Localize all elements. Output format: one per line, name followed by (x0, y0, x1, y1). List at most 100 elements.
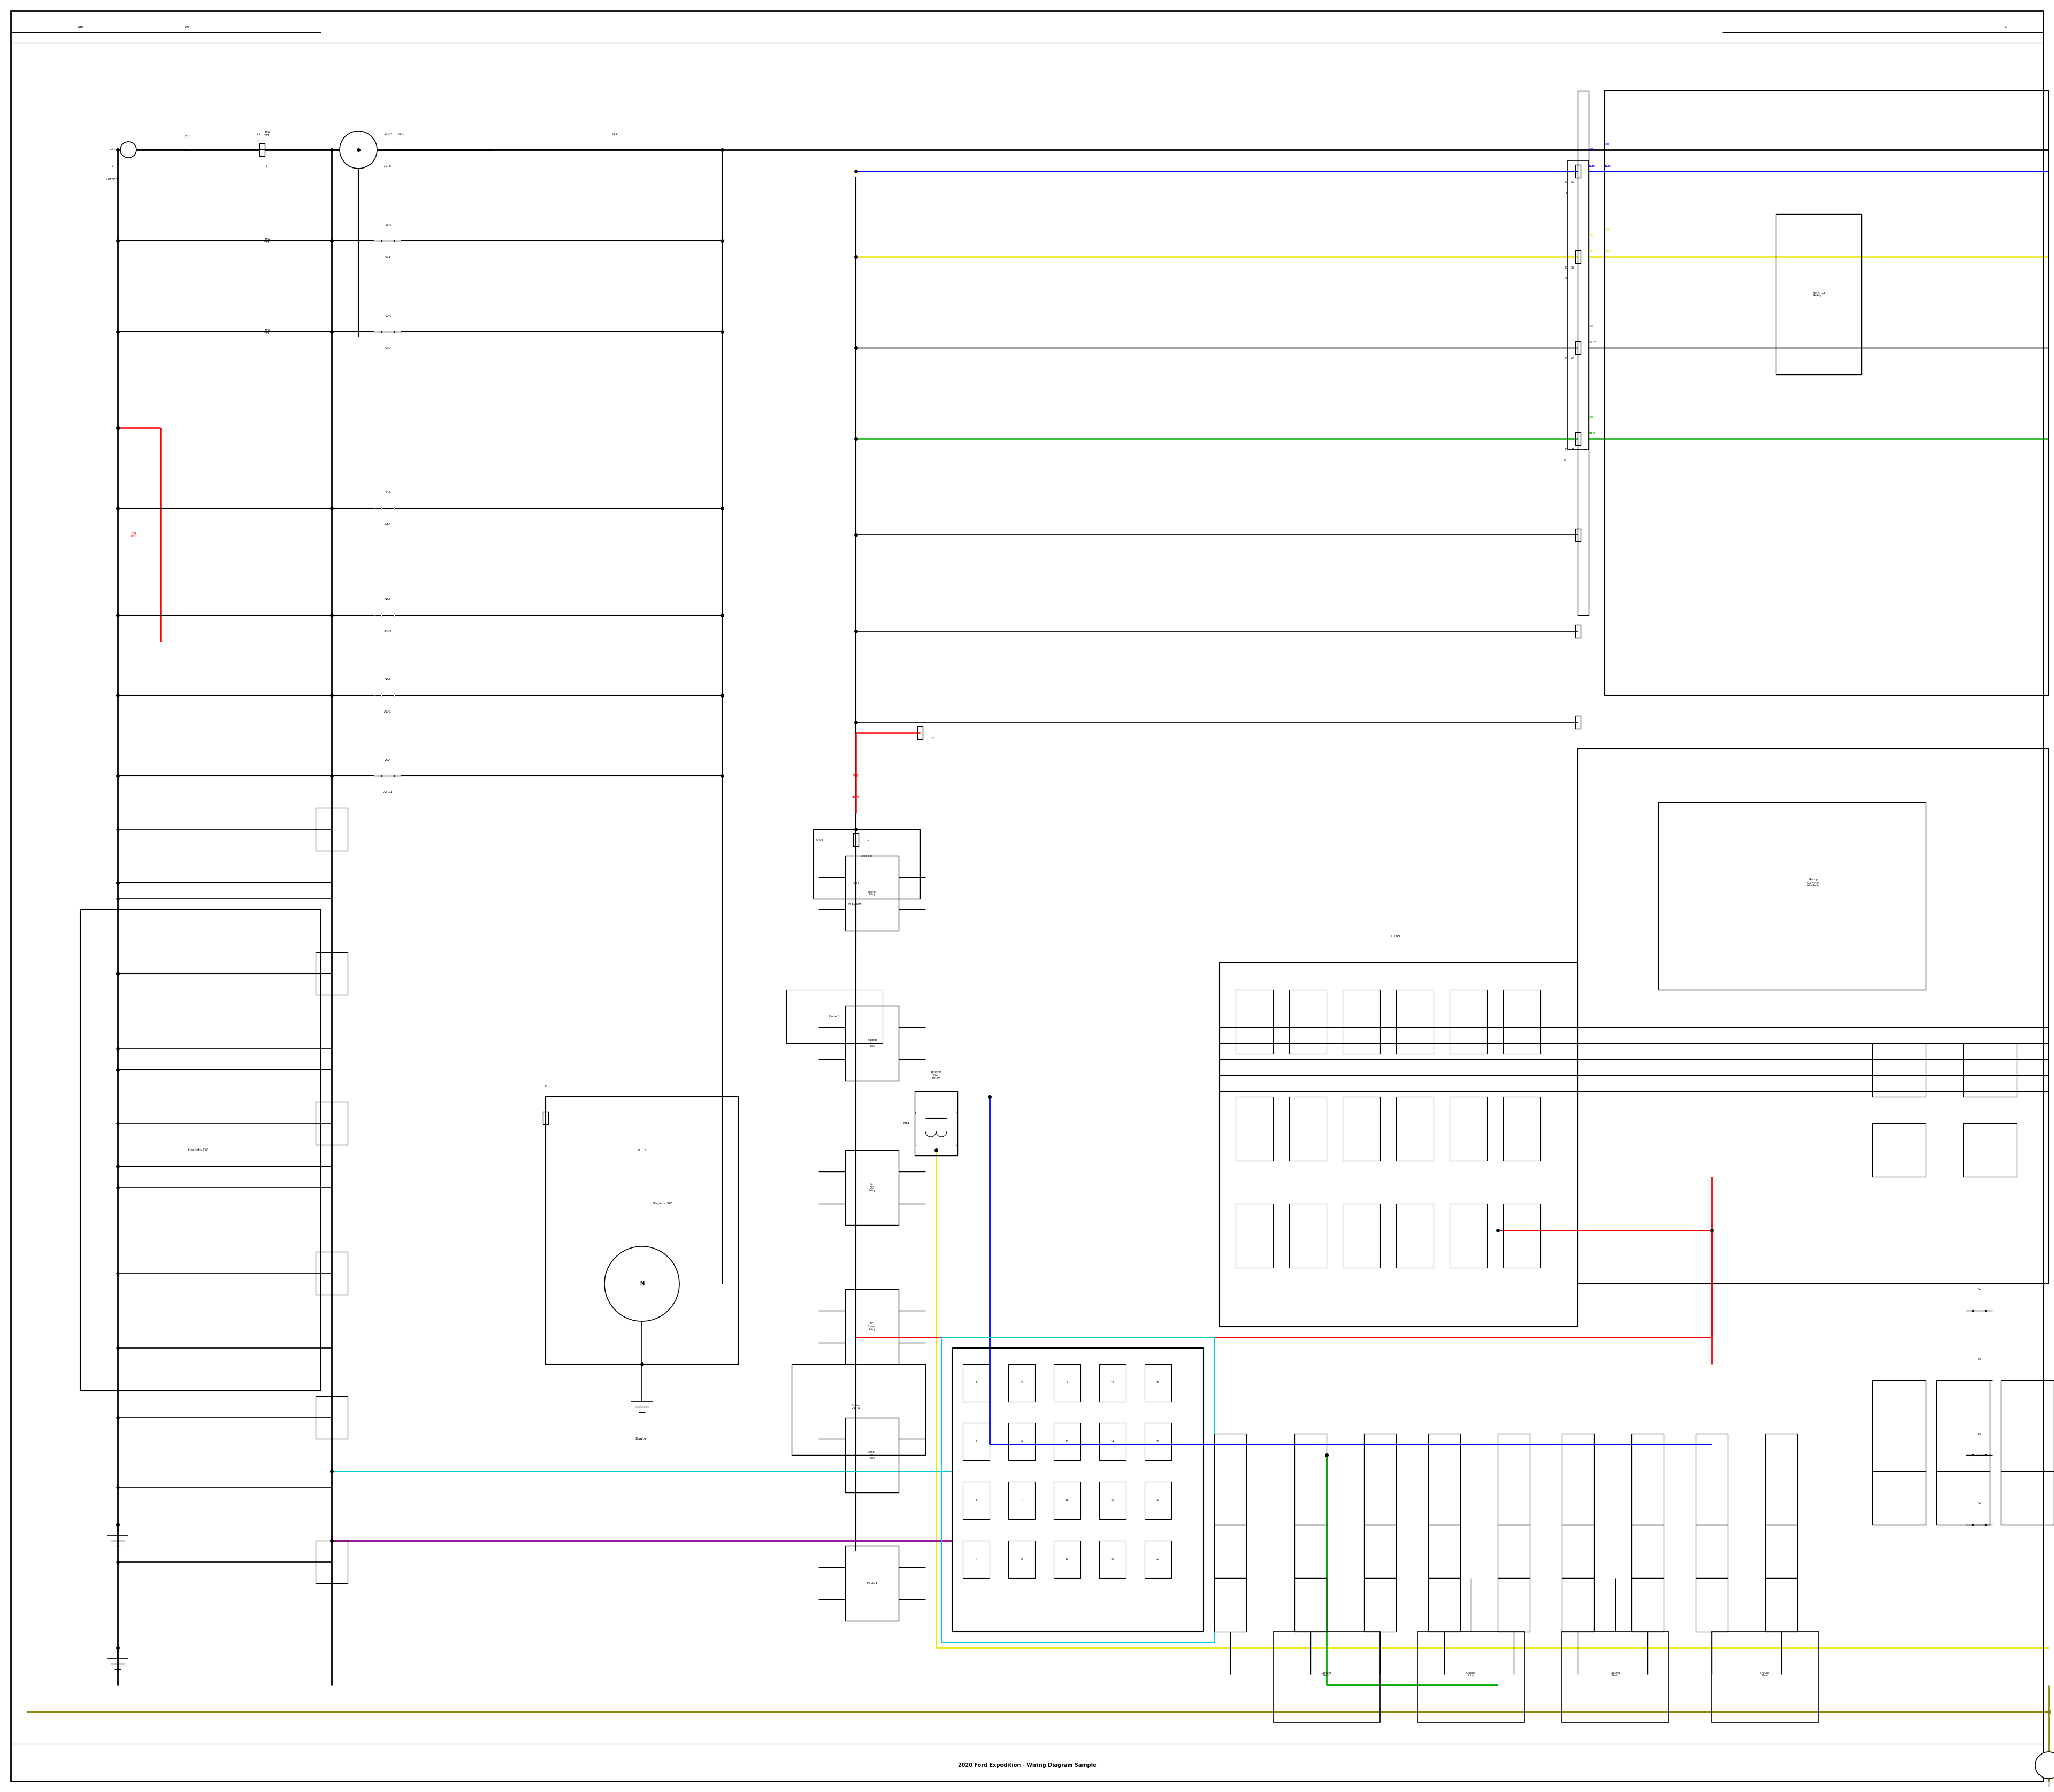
Bar (1575, 715, 1582, 729)
Bar (963, 1364, 990, 1401)
Circle shape (604, 1247, 680, 1321)
Bar (1697, 1434, 1727, 1525)
Text: Starter: Starter (635, 1437, 649, 1441)
Text: [EJ]: [EJ] (1588, 235, 1594, 237)
Bar (1937, 1471, 1990, 1525)
Bar (787, 989, 883, 1043)
Text: 1E6
WHT: 1E6 WHT (265, 328, 271, 335)
Bar (1964, 1043, 2017, 1097)
Text: 68: 68 (1571, 357, 1575, 360)
Text: 12: 12 (1066, 1557, 1068, 1561)
Bar (844, 1417, 900, 1493)
Bar (2001, 1380, 2054, 1471)
Bar (1417, 1631, 1524, 1722)
Text: BLK/WHT: BLK/WHT (848, 903, 863, 905)
Bar (1504, 989, 1540, 1054)
Text: 2020 Ford Expedition - Wiring Diagram Sample: 2020 Ford Expedition - Wiring Diagram Sa… (957, 1763, 1097, 1769)
Bar (1631, 1525, 1664, 1579)
Bar (1009, 1364, 1035, 1401)
Text: 10A: 10A (384, 314, 390, 317)
Text: 42: 42 (1563, 459, 1567, 461)
Bar (1397, 1204, 1434, 1267)
Bar (1099, 1364, 1126, 1401)
Text: 11: 11 (1066, 1500, 1068, 1502)
Bar (1764, 1525, 1797, 1579)
Text: 1: 1 (111, 165, 113, 167)
Text: Ground
Point: Ground Point (1321, 1672, 1331, 1677)
Text: A2-1: A2-1 (384, 710, 392, 713)
Text: [EI]
RED: [EI] RED (131, 532, 138, 538)
Bar (1575, 432, 1582, 444)
Bar (941, 1337, 1214, 1641)
Bar (1214, 1579, 1247, 1631)
Bar (1009, 1423, 1035, 1460)
Bar (1658, 803, 1927, 989)
Bar (1577, 749, 2048, 1283)
Text: T1: T1 (257, 133, 261, 134)
Bar (316, 808, 347, 851)
Bar (1504, 1204, 1540, 1267)
Text: Ground
Point: Ground Point (1610, 1672, 1621, 1677)
Circle shape (339, 131, 378, 168)
Text: 15: 15 (930, 737, 935, 740)
Text: 16: 16 (1111, 1557, 1113, 1561)
Text: 19: 19 (1156, 1500, 1161, 1502)
Bar (546, 1097, 737, 1364)
Text: A2-3: A2-3 (384, 629, 392, 633)
Text: C10x: C10x (1391, 934, 1401, 937)
Bar (1343, 1097, 1380, 1161)
Text: Ground
Point: Ground Point (1467, 1672, 1477, 1677)
Bar (316, 1396, 347, 1439)
Bar (1237, 1204, 1273, 1267)
Text: HVAC-11
Relay 1: HVAC-11 Relay 1 (1812, 292, 1826, 297)
Bar (1294, 1434, 1327, 1525)
Text: (+): (+) (109, 149, 115, 151)
Text: GRN: GRN (1588, 432, 1596, 435)
Text: WHT: WHT (183, 149, 191, 151)
Bar (1871, 1043, 1927, 1097)
Bar (1144, 1423, 1171, 1460)
Text: 1E6
WHT: 1E6 WHT (265, 131, 271, 136)
Bar (1711, 1631, 1818, 1722)
Bar (1428, 1525, 1460, 1579)
Text: Starter
Relay: Starter Relay (867, 891, 877, 896)
Bar (1764, 1434, 1797, 1525)
Text: 5A: 5A (1978, 1432, 1980, 1435)
Bar (1567, 161, 1588, 450)
Text: 5A: 5A (1978, 1502, 1980, 1505)
Text: Ground
Point: Ground Point (1760, 1672, 1771, 1677)
Bar (1009, 1482, 1035, 1520)
Bar (1294, 1579, 1327, 1631)
Text: B    S: B S (637, 1149, 647, 1152)
Bar (1294, 1525, 1327, 1579)
Bar (1764, 1579, 1797, 1631)
Bar (852, 833, 859, 846)
Text: 18: 18 (1156, 1441, 1161, 1443)
Text: 1E0: 1E0 (78, 25, 84, 29)
Text: Magnetic SW: Magnetic SW (653, 1202, 672, 1204)
Text: 12: 12 (1563, 276, 1567, 280)
Bar (1561, 1525, 1594, 1579)
Text: 20A: 20A (384, 758, 390, 762)
Bar (1054, 1423, 1080, 1460)
Bar (963, 1423, 990, 1460)
Text: Radiator
Fan
Relay: Radiator Fan Relay (867, 1039, 877, 1048)
Bar (1144, 1482, 1171, 1520)
Bar (1364, 1525, 1397, 1579)
Text: 59: 59 (1571, 267, 1575, 269)
Text: 59: 59 (1571, 181, 1575, 183)
Text: 2: 2 (2005, 25, 2007, 29)
Text: A16: A16 (384, 523, 390, 525)
Bar (963, 1541, 990, 1579)
Text: Starter
Cut R1: Starter Cut R1 (850, 1403, 861, 1410)
Bar (1428, 1434, 1460, 1525)
Bar (1871, 1124, 1927, 1177)
Text: 10: 10 (1066, 1441, 1068, 1443)
Bar (1428, 1579, 1460, 1631)
Bar (1575, 165, 1582, 177)
Bar (1214, 1434, 1247, 1525)
Text: D: D (1565, 267, 1567, 269)
Text: T11: T11 (612, 133, 618, 134)
Text: A2-11: A2-11 (382, 790, 392, 794)
Text: 42: 42 (1571, 448, 1575, 450)
